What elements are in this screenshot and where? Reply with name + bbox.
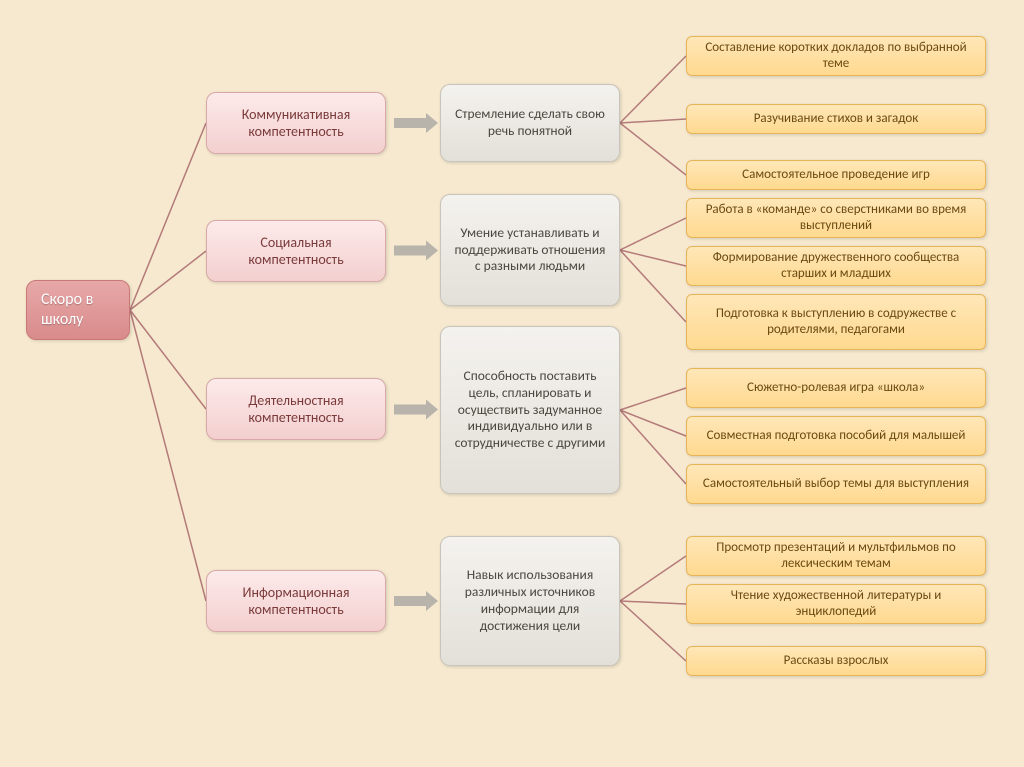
node-label: Сюжетно-ролевая игра «школа» [697,380,975,396]
node-o1a: Составление коротких докладов по выбранн… [686,36,986,76]
node-label: Просмотр презентаций и мультфильмов по л… [697,540,975,573]
connector-line [620,388,686,410]
node-label: Деятельностная компетентность [217,392,375,427]
node-label: Самостоятельное проведение игр [697,167,975,183]
node-label: Способность поставить цель, спланировать… [451,368,609,452]
node-o3b: Совместная подготовка пособий для малыше… [686,416,986,456]
arrow-head-icon [426,241,438,261]
node-o2b: Формирование дружественного сообщества с… [686,246,986,286]
connector-line [620,123,686,175]
arrow-shaft [394,246,426,256]
connector-line [620,410,686,436]
connector-line [130,123,206,310]
node-label: Информационная компетентность [217,584,375,619]
node-p2: Социальная компетентность [206,220,386,282]
connector-line [620,410,686,484]
node-label: Умение устанавливать и поддерживать отно… [451,225,609,276]
node-label: Навык использования различных источников… [451,567,609,635]
node-o1c: Самостоятельное проведение игр [686,160,986,190]
connector-line [130,310,206,601]
node-o4b: Чтение художественной литературы и энцик… [686,584,986,624]
arrow-head-icon [426,400,438,420]
connector-line [620,250,686,322]
node-p3: Деятельностная компетентность [206,378,386,440]
node-label: Рассказы взрослых [697,653,975,669]
node-o2c: Подготовка к выступлению в содружестве с… [686,294,986,350]
node-g3: Способность поставить цель, спланировать… [440,326,620,494]
node-label: Работа в «команде» со сверстниками во вр… [697,202,975,235]
node-label: Подготовка к выступлению в содружестве с… [697,306,975,339]
node-p4: Информационная компетентность [206,570,386,632]
node-o3c: Самостоятельный выбор темы для выступлен… [686,464,986,504]
connector-line [130,310,206,409]
arrow-head-icon [426,591,438,611]
node-o2a: Работа в «команде» со сверстниками во вр… [686,198,986,238]
node-g4: Навык использования различных источников… [440,536,620,666]
connector-line [620,601,686,661]
node-label: Самостоятельный выбор темы для выступлен… [697,476,975,492]
connector-line [130,251,206,310]
arrow-shaft [394,596,426,606]
node-g1: Стремление сделать свою речь понятной [440,84,620,162]
arrow-shaft [394,118,426,128]
node-g2: Умение устанавливать и поддерживать отно… [440,194,620,306]
connector-line [620,56,686,123]
node-label: Социальная компетентность [217,234,375,269]
node-label: Разучивание стихов и загадок [697,111,975,127]
node-label: Скоро в школу [41,290,119,330]
connector-line [620,250,686,266]
node-label: Чтение художественной литературы и энцик… [697,588,975,621]
node-o1b: Разучивание стихов и загадок [686,104,986,134]
connector-line [620,119,686,123]
node-label: Формирование дружественного сообщества с… [697,250,975,283]
node-label: Совместная подготовка пособий для малыше… [697,428,975,444]
connector-line [620,556,686,601]
node-label: Коммуникативная компетентность [217,106,375,141]
connector-line [620,601,686,604]
node-p1: Коммуникативная компетентность [206,92,386,154]
node-label: Составление коротких докладов по выбранн… [697,40,975,73]
arrow-shaft [394,405,426,415]
node-o4c: Рассказы взрослых [686,646,986,676]
arrow-head-icon [426,113,438,133]
node-label: Стремление сделать свою речь понятной [451,106,609,140]
connector-line [620,218,686,250]
node-o4a: Просмотр презентаций и мультфильмов по л… [686,536,986,576]
node-root: Скоро в школу [26,280,130,340]
node-o3a: Сюжетно-ролевая игра «школа» [686,368,986,408]
